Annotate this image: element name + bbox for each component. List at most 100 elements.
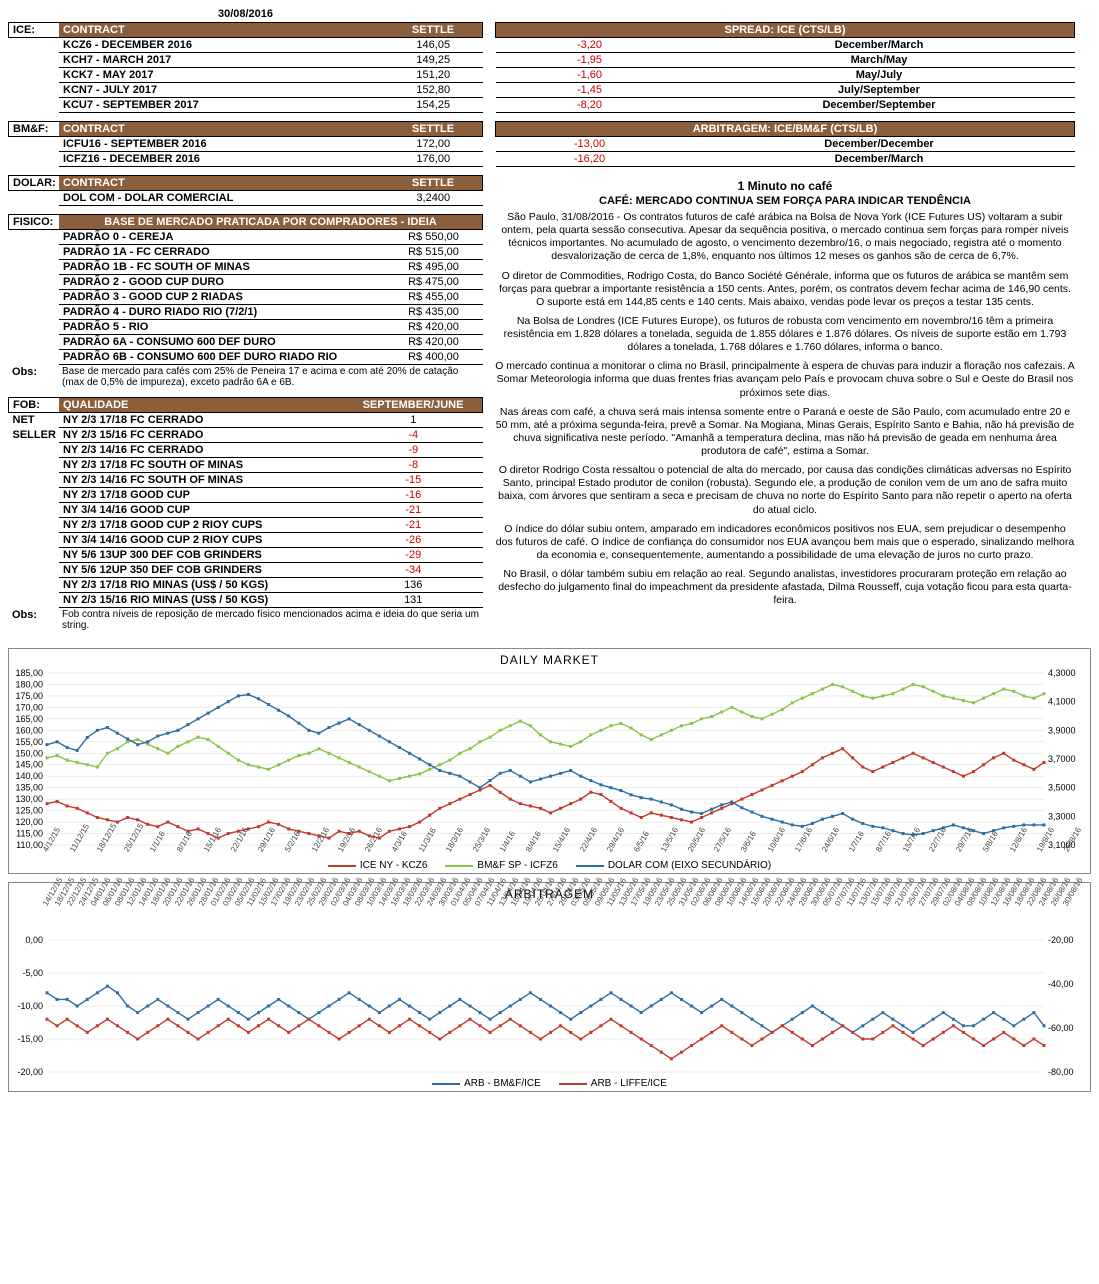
svg-text:120,00: 120,00 bbox=[15, 817, 43, 827]
x-tick-label: 4/3/16 bbox=[390, 849, 398, 854]
fob-value: -9 bbox=[344, 443, 483, 458]
svg-text:115,00: 115,00 bbox=[16, 829, 43, 839]
x-tick-label: 05/07/16 bbox=[821, 903, 829, 908]
table-cell: 146,05 bbox=[384, 38, 483, 53]
x-tick-label: 12/01/16 bbox=[125, 903, 133, 908]
fob-quality: NY 2/3 15/16 FC CERRADO bbox=[59, 428, 344, 443]
svg-text:0,00: 0,00 bbox=[25, 936, 43, 945]
svg-text:135,00: 135,00 bbox=[15, 783, 43, 793]
bmf-table: BM&F: CONTRACT SETTLE ICFU16 - SEPTEMBER… bbox=[8, 121, 483, 167]
fisico-padrao: PADRÃO 0 - CEREJA bbox=[59, 230, 385, 245]
legend-label: ARB - BM&F/ICE bbox=[464, 1078, 541, 1089]
table-cell: ICFU16 - SEPTEMBER 2016 bbox=[59, 137, 384, 152]
x-tick-label: 16/03/16 bbox=[389, 903, 397, 908]
x-tick-label: 29/4/16 bbox=[605, 849, 613, 854]
x-tick-label: 03/05/16 bbox=[569, 903, 577, 908]
x-tick-label: 11/12/15 bbox=[68, 849, 76, 854]
article-title: 1 Minuto no café bbox=[495, 179, 1075, 193]
x-tick-label: 13/5/16 bbox=[659, 849, 667, 854]
svg-text:4,3000: 4,3000 bbox=[1048, 669, 1076, 678]
svg-text:150,00: 150,00 bbox=[15, 748, 43, 758]
x-tick-label: 20/01/16 bbox=[161, 903, 169, 908]
x-tick-label: 03/02/16 bbox=[221, 903, 229, 908]
fob-quality: NY 2/3 17/18 FC SOUTH OF MINAS bbox=[59, 458, 344, 473]
fisico-price: R$ 420,00 bbox=[385, 320, 483, 335]
x-tick-label: 08/01/16 bbox=[113, 903, 121, 908]
spread-pair: December/September bbox=[684, 98, 1075, 113]
fisico-price: R$ 475,00 bbox=[385, 275, 483, 290]
x-tick-label: 3/6/16 bbox=[739, 849, 747, 854]
x-tick-label: 07/07/16 bbox=[833, 903, 841, 908]
fob-obs: Fob contra níveis de reposição de mercad… bbox=[58, 608, 483, 632]
fisico-padrao: PADRÃO 6A - CONSUMO 600 DEF DURO bbox=[59, 335, 385, 350]
x-tick-label: 18/03/16 bbox=[401, 903, 409, 908]
legend-label: ARB - LIFFE/ICE bbox=[591, 1078, 667, 1089]
x-tick-label: 01/02/16 bbox=[209, 903, 217, 908]
x-tick-label: 11/07/16 bbox=[845, 903, 853, 908]
fob-quality: NY 3/4 14/16 GOOD CUP bbox=[59, 503, 344, 518]
x-tick-label: 17/6/16 bbox=[793, 849, 801, 854]
svg-text:-20,00: -20,00 bbox=[17, 1067, 43, 1076]
legend-label: DOLAR COM (EIXO SECUNDÁRIO) bbox=[608, 860, 771, 871]
ice-label: ICE: bbox=[9, 23, 60, 38]
ice-hdr-contract: CONTRACT bbox=[59, 23, 384, 38]
arbitragem-chart: ARBITRAGEM 14/12/1518/12/1522/12/1524/12… bbox=[8, 882, 1091, 1092]
fob-value: 131 bbox=[344, 593, 483, 608]
x-tick-label: 8/4/16 bbox=[524, 849, 532, 854]
svg-text:3,7000: 3,7000 bbox=[1048, 754, 1076, 764]
fob-hdr-q: QUALIDADE bbox=[59, 398, 344, 413]
svg-text:-60,00: -60,00 bbox=[1048, 1023, 1074, 1033]
x-tick-label: 4/12/15 bbox=[41, 849, 49, 854]
fisico-price: R$ 435,00 bbox=[385, 305, 483, 320]
fisico-padrao: PADRÃO 3 - GOOD CUP 2 RIADAS bbox=[59, 290, 385, 305]
fisico-padrao: PADRÃO 2 - GOOD CUP DURO bbox=[59, 275, 385, 290]
fob-side-label bbox=[9, 578, 60, 593]
x-tick-label: 12/2/16 bbox=[310, 849, 318, 854]
x-tick-label: 21/07/16 bbox=[893, 903, 901, 908]
x-tick-label: 02/03/16 bbox=[329, 903, 337, 908]
legend-item: ICE NY - KCZ6 bbox=[328, 860, 428, 871]
x-tick-label: 5/2/16 bbox=[283, 849, 291, 854]
fisico-price: R$ 515,00 bbox=[385, 245, 483, 260]
fisico-price: R$ 455,00 bbox=[385, 290, 483, 305]
x-tick-label: 10/06/16 bbox=[725, 903, 733, 908]
spread-pair: July/September bbox=[684, 83, 1075, 98]
table-cell: 149,25 bbox=[384, 53, 483, 68]
fob-quality: NY 3/4 14/16 GOOD CUP 2 RIOY CUPS bbox=[59, 533, 344, 548]
legend-item: DOLAR COM (EIXO SECUNDÁRIO) bbox=[576, 860, 771, 871]
article-paragraph: O mercado continua a monitorar o clima n… bbox=[495, 360, 1075, 399]
x-tick-label: 06/01/16 bbox=[101, 903, 109, 908]
x-tick-label: 16/08/16 bbox=[1001, 903, 1009, 908]
fob-value: -8 bbox=[344, 458, 483, 473]
x-tick-label: 14/01/16 bbox=[137, 903, 145, 908]
x-tick-label: 17/02/16 bbox=[269, 903, 277, 908]
x-tick-label: 15/07/16 bbox=[869, 903, 877, 908]
legend-label: BM&F SP - ICFZ6 bbox=[477, 860, 557, 871]
x-tick-label: 22/08/16 bbox=[1025, 903, 1033, 908]
x-tick-label: 17/05/16 bbox=[629, 903, 637, 908]
x-tick-label: 19/02/16 bbox=[281, 903, 289, 908]
chart1-legend: ICE NY - KCZ6 BM&F SP - ICFZ6 DOLAR COM (E… bbox=[13, 860, 1086, 871]
svg-text:155,00: 155,00 bbox=[15, 737, 43, 747]
table-cell: 176,00 bbox=[384, 152, 483, 167]
fisico-table: FISICO: BASE DE MERCADO PRATICADA POR CO… bbox=[8, 214, 483, 389]
fob-quality: NY 2/3 17/18 RIO MINAS (US$ / 50 KGS) bbox=[59, 578, 344, 593]
x-tick-label: 27/5/16 bbox=[712, 849, 720, 854]
x-tick-label: 25/3/16 bbox=[471, 849, 479, 854]
fob-value: -15 bbox=[344, 473, 483, 488]
article-paragraph: São Paulo, 31/08/2016 - Os contratos fut… bbox=[495, 211, 1075, 264]
x-tick-label: 07/04/16 bbox=[473, 903, 481, 908]
fob-value: 1 bbox=[344, 413, 483, 428]
bmf-hdr-contract: CONTRACT bbox=[59, 122, 384, 137]
x-tick-label: 14/06/16 bbox=[737, 903, 745, 908]
fob-quality: NY 5/6 13UP 300 DEF COB GRINDERS bbox=[59, 548, 344, 563]
x-tick-label: 10/03/16 bbox=[365, 903, 373, 908]
x-tick-label: 24/06/16 bbox=[785, 903, 793, 908]
svg-text:180,00: 180,00 bbox=[15, 679, 43, 689]
x-tick-label: 22/12/15 bbox=[65, 903, 73, 908]
svg-text:4,1000: 4,1000 bbox=[1048, 697, 1076, 707]
svg-text:-40,00: -40,00 bbox=[1048, 979, 1074, 989]
x-tick-label: 01/04/16 bbox=[449, 903, 457, 908]
x-tick-label: 18/12/15 bbox=[53, 903, 61, 908]
fob-quality: NY 2/3 15/16 RIO MINAS (US$ / 50 KGS) bbox=[59, 593, 344, 608]
